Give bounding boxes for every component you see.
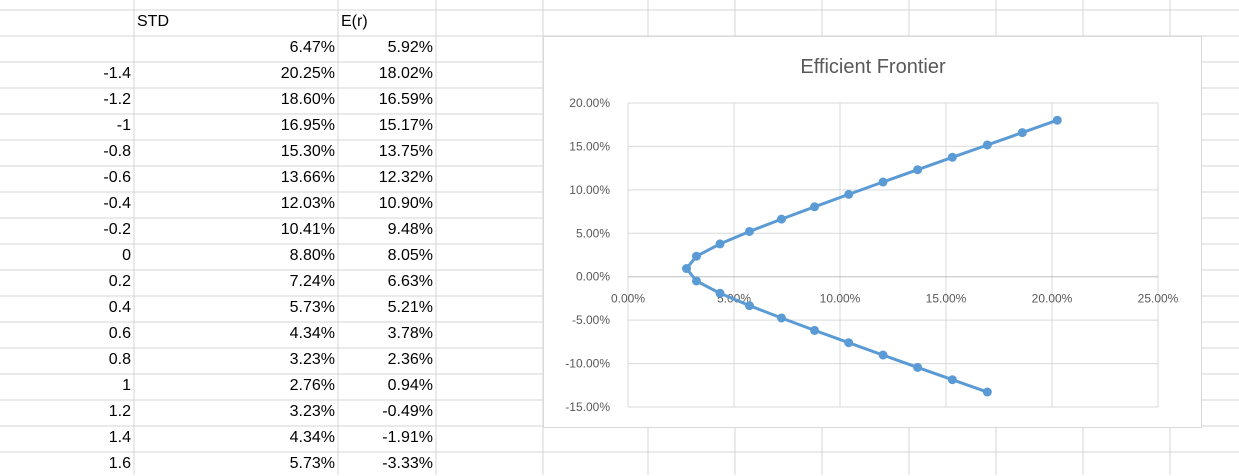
data-point	[691, 276, 701, 286]
cell-std[interactable]: 15.30%	[280, 143, 335, 160]
data-point	[715, 239, 725, 249]
cell-weight[interactable]: -0.8	[103, 143, 131, 160]
data-point	[878, 350, 888, 360]
cell-weight[interactable]: 1.2	[108, 403, 131, 420]
data-point	[844, 338, 854, 348]
cell-er[interactable]: 3.78%	[387, 325, 433, 342]
cell-weight[interactable]: -0.4	[103, 195, 131, 212]
cell-std[interactable]: 12.03%	[280, 195, 335, 212]
cell-std[interactable]: 20.25%	[280, 65, 335, 82]
cell-std[interactable]: 10.41%	[280, 221, 335, 238]
cell-weight[interactable]: -0.6	[103, 169, 131, 186]
cell-std[interactable]: 13.66%	[280, 169, 335, 186]
data-point	[682, 264, 692, 274]
chart-gridlines	[627, 102, 1159, 408]
cell-weight[interactable]: 0.8	[108, 351, 131, 368]
y-tick-label: -15.00%	[565, 400, 610, 414]
cell-er[interactable]: 16.59%	[378, 91, 433, 108]
data-point	[715, 288, 725, 298]
data-point	[810, 202, 820, 212]
data-point	[982, 140, 992, 150]
series-1	[682, 115, 1062, 397]
data-point	[776, 313, 786, 323]
cell-std[interactable]: 4.34%	[289, 325, 335, 342]
x-tick-label: 25.00%	[1138, 292, 1179, 306]
chart-title: Efficient Frontier	[800, 56, 946, 78]
cell-er[interactable]: 0.94%	[387, 377, 433, 394]
y-tick-label: 10.00%	[569, 183, 610, 197]
cell-er[interactable]: 10.90%	[378, 195, 433, 212]
x-axis: 0.00% 5.00% 10.00% 15.00% 20.00% 25.00%	[611, 292, 1179, 306]
cell-er[interactable]: -1.91%	[382, 429, 433, 446]
cell-er[interactable]: -3.33%	[382, 455, 433, 472]
data-point	[744, 301, 754, 311]
cell-er[interactable]: 18.02%	[378, 65, 433, 82]
data-point	[776, 214, 786, 224]
data-point	[913, 165, 923, 175]
cell-std[interactable]: 3.23%	[289, 351, 335, 368]
data-point	[947, 152, 957, 162]
cell-weight[interactable]: 0.6	[108, 325, 131, 342]
header-er[interactable]: E(r)	[341, 13, 368, 30]
cell-er[interactable]: 8.05%	[387, 247, 433, 264]
data-point	[982, 387, 992, 397]
y-tick-label: -10.00%	[565, 357, 610, 371]
y-axis: -15.00% -10.00% -5.00% 0.00% 5.00% 10.00% 15.0…	[565, 96, 610, 414]
cell-er[interactable]: 13.75%	[378, 143, 433, 160]
y-tick-label: 0.00%	[576, 270, 610, 284]
cell-weight[interactable]: 0	[122, 247, 131, 264]
cell-weight[interactable]: 0.4	[108, 299, 131, 316]
x-tick-label: 20.00%	[1032, 292, 1073, 306]
data-point	[913, 362, 923, 372]
efficient-frontier-chart[interactable]: Efficient Frontier 0.00% 5.00% 10.00% 15.00…	[543, 36, 1202, 428]
cell-std[interactable]: 16.95%	[280, 117, 335, 134]
cell-std[interactable]: 4.34%	[289, 429, 335, 446]
cell-weight[interactable]: 1	[122, 377, 131, 394]
cell-std[interactable]: 5.73%	[289, 299, 335, 316]
cell-weight[interactable]: -1.2	[103, 91, 131, 108]
x-tick-label: 0.00%	[611, 292, 645, 306]
data-point	[878, 177, 888, 187]
header-std[interactable]: STD	[137, 13, 169, 30]
y-tick-label: 5.00%	[576, 226, 610, 240]
cell-weight[interactable]: 1.4	[108, 429, 131, 446]
y-tick-label: 20.00%	[569, 96, 610, 110]
cell-std[interactable]: 7.24%	[289, 273, 335, 290]
y-tick-label: -5.00%	[572, 313, 610, 327]
series-line	[685, 118, 1058, 394]
cell-std[interactable]: 6.47%	[289, 39, 335, 56]
cell-er[interactable]: 15.17%	[378, 117, 433, 134]
data-point	[744, 226, 754, 236]
data-point	[947, 375, 957, 385]
data-point	[1017, 128, 1027, 138]
cell-std[interactable]: 18.60%	[280, 91, 335, 108]
cell-er[interactable]: 5.92%	[387, 39, 433, 56]
data-point	[1052, 115, 1062, 125]
cell-std[interactable]: 3.23%	[289, 403, 335, 420]
cell-er[interactable]: 5.21%	[387, 299, 433, 316]
cell-er[interactable]: 2.36%	[387, 351, 433, 368]
data-point	[691, 251, 701, 261]
cell-er[interactable]: 12.32%	[378, 169, 433, 186]
chart-plot: Efficient Frontier 0.00% 5.00% 10.00% 15.00…	[565, 56, 1179, 414]
cell-weight[interactable]: 1.6	[108, 455, 131, 472]
x-tick-label: 15.00%	[926, 292, 967, 306]
data-point	[844, 189, 854, 199]
data-point	[810, 325, 820, 335]
cell-std[interactable]: 2.76%	[289, 377, 335, 394]
cell-er[interactable]: 6.63%	[387, 273, 433, 290]
cell-er[interactable]: 9.48%	[387, 221, 433, 238]
cell-weight[interactable]: -1.4	[103, 65, 131, 82]
y-tick-label: 15.00%	[569, 139, 610, 153]
cell-std[interactable]: 5.73%	[289, 455, 335, 472]
cell-weight[interactable]: -1	[116, 117, 131, 134]
cell-weight[interactable]: 0.2	[108, 273, 131, 290]
cell-weight[interactable]: -0.2	[103, 221, 131, 238]
x-tick-label: 10.00%	[820, 292, 861, 306]
cell-er[interactable]: -0.49%	[382, 403, 433, 420]
cell-std[interactable]: 8.80%	[289, 247, 335, 264]
